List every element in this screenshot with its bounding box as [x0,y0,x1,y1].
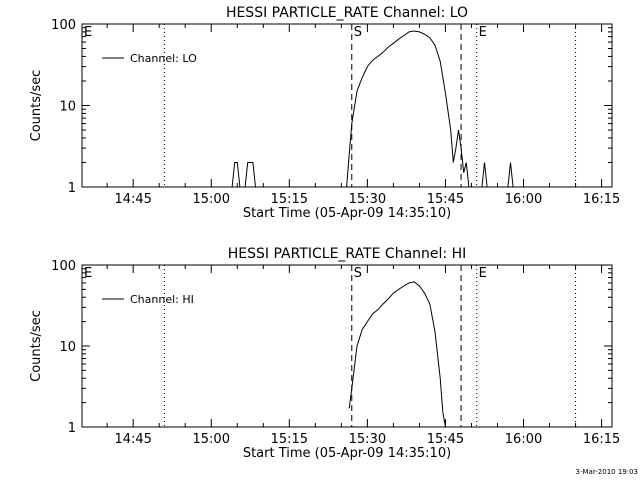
y-axis-label: Counts/sec [29,310,44,382]
x-tick-label: 14:45 [114,432,151,447]
time-marker-label: E [479,266,487,281]
series-line [348,281,446,428]
y-tick-label: 10 [59,100,76,115]
chart-title: HESSI PARTICLE_RATE Channel: HI [228,246,466,262]
x-tick-label: 15:15 [271,432,308,447]
x-tick-label: 16:15 [583,432,620,447]
x-tick-label: 16:00 [505,432,542,447]
chart-lo-channel: HESSI PARTICLE_RATE Channel: LO 14:45 15:0… [29,5,620,221]
footer-timestamp: 3-Mar-2010 19:03 [576,468,638,476]
time-marker-label: E [84,266,92,281]
x-tick-label: 15:30 [349,192,386,207]
series-line [481,162,488,188]
x-tick-label: 16:00 [505,192,542,207]
x-tick-label: 15:45 [427,432,464,447]
chart-title: HESSI PARTICLE_RATE Channel: LO [226,5,468,21]
x-tick-label: 15:30 [349,432,386,447]
x-tick-label: 15:15 [271,192,308,207]
plot-frame [81,23,613,188]
x-tick-label: 15:45 [427,192,464,207]
y-axis-label: Counts/sec [29,70,44,142]
legend-label: Channel: HI [130,293,194,306]
series-line [346,30,470,188]
time-marker-label: S [354,25,362,40]
y-tick-label: 1 [68,181,76,196]
time-marker-label: E [84,25,92,40]
x-axis-label: Start Time (05-Apr-09 14:35:10) [243,446,451,461]
x-tick-label: 14:45 [114,192,151,207]
series-line [507,162,514,188]
y-tick-label: 100 [51,18,76,33]
y-tick-label: 100 [51,259,76,274]
x-tick-label: 15:00 [193,432,230,447]
time-marker-label: E [479,25,487,40]
x-axis-label: Start Time (05-Apr-09 14:35:10) [243,206,451,221]
plot-frame [81,264,613,428]
chart-hi-channel: HESSI PARTICLE_RATE Channel: HI 14:45 15:0… [29,246,620,461]
x-tick-label: 15:00 [193,192,230,207]
time-marker-label: S [354,266,362,281]
series-line [244,162,256,188]
y-tick-label: 10 [59,340,76,355]
series-line [231,162,241,188]
legend-label: Channel: LO [130,52,197,65]
x-tick-label: 16:15 [583,192,620,207]
y-tick-label: 1 [68,421,76,436]
